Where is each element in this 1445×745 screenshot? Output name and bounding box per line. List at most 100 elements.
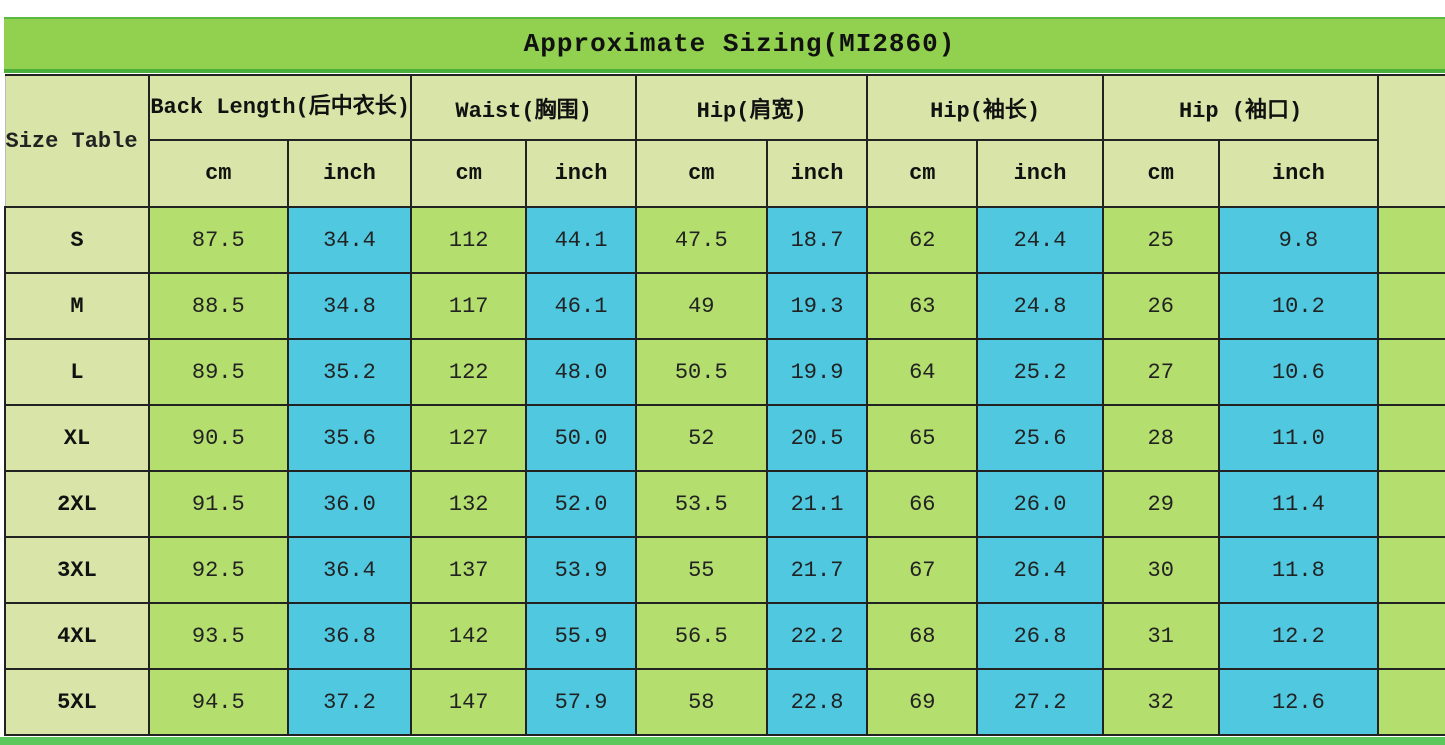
empty-cell: [1377, 470, 1445, 538]
bottom-border: [0, 737, 1445, 745]
cm-value-cell: 94.5: [147, 668, 289, 736]
cm-value-cell: 56.5: [634, 602, 768, 670]
cm-value-cell: 142: [410, 602, 528, 670]
size-table-label: Size Table: [4, 74, 150, 208]
cm-value-cell: 32: [1101, 668, 1220, 736]
cm-value-cell: 30: [1101, 536, 1220, 604]
cm-value-cell: 62: [866, 206, 979, 274]
cm-value-cell: 122: [410, 338, 528, 406]
unit-header-inch: inch: [286, 139, 413, 208]
unit-header-inch: inch: [765, 139, 869, 208]
unit-header-cm: cm: [147, 139, 289, 208]
cm-value-cell: 29: [1101, 470, 1220, 538]
cm-value-cell: 93.5: [147, 602, 289, 670]
inch-value-cell: 10.6: [1217, 338, 1380, 406]
cm-value-cell: 127: [410, 404, 528, 472]
inch-value-cell: 9.8: [1217, 206, 1380, 274]
cm-value-cell: 147: [410, 668, 528, 736]
unit-header-cm: cm: [634, 139, 768, 208]
column-group-header: Hip(肩宽): [634, 74, 869, 141]
size-label: M: [4, 272, 150, 340]
cm-value-cell: 92.5: [147, 536, 289, 604]
cm-value-cell: 67: [866, 536, 979, 604]
empty-cell: [1377, 602, 1445, 670]
inch-value-cell: 55.9: [525, 602, 637, 670]
header-row-groups: Size Table Back Length(后中衣长) Waist(胸围) Hip(…: [4, 74, 1445, 208]
cm-value-cell: 27: [1101, 338, 1220, 406]
inch-value-cell: 11.4: [1217, 470, 1380, 538]
inch-value-cell: 46.1: [525, 272, 637, 340]
table-row: S 87.5 34.4 112 44.1 47.5 18.7 62 24.4 25 9.8: [4, 206, 1445, 274]
inch-value-cell: 36.0: [286, 470, 413, 538]
inch-value-cell: 18.7: [765, 206, 869, 274]
inch-value-cell: 11.8: [1217, 536, 1380, 604]
inch-value-cell: 35.2: [286, 338, 413, 406]
size-label: 2XL: [4, 470, 150, 538]
unit-header-cm: cm: [1101, 139, 1220, 208]
inch-value-cell: 34.8: [286, 272, 413, 340]
empty-cell: [1377, 536, 1445, 604]
inch-value-cell: 26.4: [976, 536, 1104, 604]
column-group-header: Hip(袖长): [866, 74, 1104, 141]
column-group-header: Hip (袖口): [1101, 74, 1380, 141]
inch-value-cell: 22.8: [765, 668, 869, 736]
inch-value-cell: 19.3: [765, 272, 869, 340]
column-group-header: Waist(胸围): [410, 74, 637, 141]
inch-value-cell: 12.2: [1217, 602, 1380, 670]
cm-value-cell: 68: [866, 602, 979, 670]
unit-header-inch: inch: [976, 139, 1104, 208]
inch-value-cell: 50.0: [525, 404, 637, 472]
cm-value-cell: 26: [1101, 272, 1220, 340]
size-label: 3XL: [4, 536, 150, 604]
cm-value-cell: 117: [410, 272, 528, 340]
table-row: XL 90.5 35.6 127 50.0 52 20.5 65 25.6 28 11.0: [4, 404, 1445, 472]
cm-value-cell: 58: [634, 668, 768, 736]
inch-value-cell: 19.9: [765, 338, 869, 406]
cm-value-cell: 55: [634, 536, 768, 604]
cm-value-cell: 63: [866, 272, 979, 340]
inch-value-cell: 24.4: [976, 206, 1104, 274]
size-label: XL: [4, 404, 150, 472]
empty-cell: [1377, 206, 1445, 274]
inch-value-cell: 11.0: [1217, 404, 1380, 472]
inch-value-cell: 21.1: [765, 470, 869, 538]
cm-value-cell: 25: [1101, 206, 1220, 274]
table-row: L 89.5 35.2 122 48.0 50.5 19.9 64 25.2 27 10.6: [4, 338, 1445, 406]
cm-value-cell: 65: [866, 404, 979, 472]
size-label: 4XL: [4, 602, 150, 670]
inch-value-cell: 26.0: [976, 470, 1104, 538]
table-row: 2XL 91.5 36.0 132 52.0 53.5 21.1 66 26.0 29 11.4: [4, 470, 1445, 538]
table-row: 3XL 92.5 36.4 137 53.9 55 21.7 67 26.4 30 11.8: [4, 536, 1445, 604]
inch-value-cell: 36.4: [286, 536, 413, 604]
cm-value-cell: 31: [1101, 602, 1220, 670]
inch-value-cell: 57.9: [525, 668, 637, 736]
table-row: 5XL 94.5 37.2 147 57.9 58 22.8 69 27.2 32 12.6: [4, 668, 1445, 736]
cm-value-cell: 90.5: [147, 404, 289, 472]
cm-value-cell: 66: [866, 470, 979, 538]
table-row: M 88.5 34.8 117 46.1 49 19.3 63 24.8 26 10.2: [4, 272, 1445, 340]
inch-value-cell: 12.6: [1217, 668, 1380, 736]
inch-value-cell: 24.8: [976, 272, 1104, 340]
empty-cell: [1377, 338, 1445, 406]
inch-value-cell: 22.2: [765, 602, 869, 670]
column-group-header: Back Length(后中衣长): [147, 74, 413, 141]
unit-header-cm: cm: [866, 139, 979, 208]
table-title: Approximate Sizing(MI2860): [4, 17, 1445, 73]
inch-value-cell: 37.2: [286, 668, 413, 736]
inch-value-cell: 20.5: [765, 404, 869, 472]
cm-value-cell: 89.5: [147, 338, 289, 406]
cm-value-cell: 28: [1101, 404, 1220, 472]
cm-value-cell: 87.5: [147, 206, 289, 274]
size-label: S: [4, 206, 150, 274]
cm-value-cell: 49: [634, 272, 768, 340]
cm-value-cell: 88.5: [147, 272, 289, 340]
empty-cell: [1377, 404, 1445, 472]
inch-value-cell: 25.2: [976, 338, 1104, 406]
unit-header-cm: cm: [410, 139, 528, 208]
size-label: 5XL: [4, 668, 150, 736]
cm-value-cell: 53.5: [634, 470, 768, 538]
inch-value-cell: 53.9: [525, 536, 637, 604]
inch-value-cell: 27.2: [976, 668, 1104, 736]
inch-value-cell: 35.6: [286, 404, 413, 472]
empty-cell: [1377, 272, 1445, 340]
